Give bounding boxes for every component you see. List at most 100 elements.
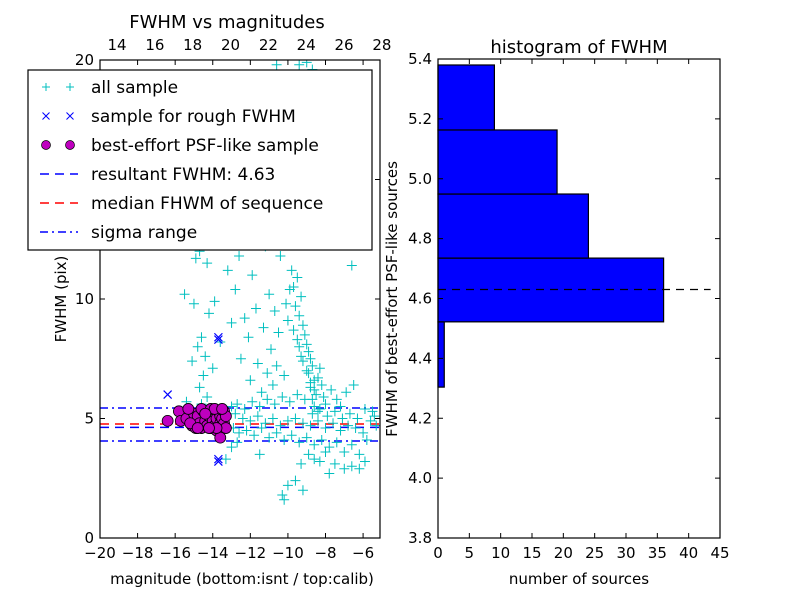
y-tick-label: 5.4 — [408, 50, 432, 68]
all-sample-point — [341, 387, 352, 398]
all-sample-point — [314, 456, 325, 467]
x-tick-label: −20 — [84, 544, 116, 562]
y-tick-label: 4.2 — [408, 409, 432, 427]
all-sample-point — [222, 265, 233, 276]
all-sample-point — [250, 303, 261, 314]
all-sample-point — [343, 420, 354, 431]
all-sample-point — [232, 437, 243, 448]
all-sample-point — [254, 449, 265, 460]
legend-entry: all sample — [42, 78, 178, 98]
all-sample-point — [290, 301, 301, 312]
all-sample-point — [294, 60, 305, 70]
all-sample-point — [252, 411, 263, 422]
scatter-y-ticks: 0 5 10 20 — [75, 51, 380, 547]
x-tick-label: −16 — [159, 544, 191, 562]
all-sample-point — [322, 411, 333, 422]
all-sample-point — [256, 387, 267, 398]
all-sample-point — [266, 344, 277, 355]
legend-entry: sigma range — [40, 223, 197, 243]
all-sample-point — [279, 435, 290, 446]
all-sample-point — [352, 413, 363, 424]
x-tick-label: 30 — [616, 544, 635, 562]
legend-entry: sample for rough FWHM — [42, 107, 296, 127]
legend-label: sample for rough FWHM — [91, 107, 296, 127]
all-sample-point — [220, 454, 231, 465]
all-sample-point — [337, 413, 348, 424]
all-sample-point — [277, 391, 288, 402]
scatter-top-x-ticks: 14 16 18 20 22 24 26 28 — [107, 36, 391, 54]
y-tick-label: 4.8 — [408, 230, 432, 248]
all-sample-point — [314, 403, 325, 414]
histogram-y-label: FWHM of best-effort PSF-like sources — [383, 161, 401, 437]
all-sample-point — [226, 401, 237, 412]
all-sample-point — [309, 384, 320, 395]
all-sample-point — [292, 272, 303, 283]
all-sample-point — [226, 442, 237, 453]
top-x-tick-label: 24 — [297, 36, 316, 54]
all-sample-point — [258, 322, 269, 333]
all-sample-point — [339, 446, 350, 457]
scatter-title: FWHM vs magnitudes — [129, 12, 324, 33]
all-sample-point — [303, 346, 314, 357]
x-tick-label: 10 — [491, 544, 510, 562]
psf-like-point — [199, 407, 212, 420]
y-tick-label: 10 — [75, 290, 94, 308]
top-x-tick-label: 26 — [335, 36, 354, 54]
all-sample-point — [307, 408, 318, 419]
y-tick-label: 4.6 — [408, 290, 432, 308]
all-sample-point — [354, 449, 365, 460]
all-sample-point — [179, 289, 190, 300]
top-x-tick-label: 18 — [183, 36, 202, 54]
histogram-bar — [437, 193, 589, 259]
top-x-tick-label: 14 — [107, 36, 126, 54]
all-sample-point — [324, 468, 335, 479]
legend-plus-icon — [66, 83, 74, 91]
all-sample-point — [282, 415, 293, 426]
rough-fwhm-point — [213, 457, 223, 466]
all-sample-point — [207, 363, 218, 374]
x-tick-label: 15 — [522, 544, 541, 562]
series-sample-for-rough-fwhm — [163, 332, 223, 466]
psf-like-point — [216, 403, 229, 415]
all-sample-point — [314, 363, 325, 374]
scatter-x-ticks: −20 −18 −16 −14 −12 −10 −8 −6 — [84, 60, 374, 562]
legend-label: all sample — [91, 78, 178, 98]
all-sample-point — [296, 351, 307, 362]
all-sample-point — [299, 329, 310, 340]
all-sample-point — [354, 463, 365, 474]
all-sample-point — [316, 380, 327, 391]
all-sample-point — [243, 332, 254, 343]
histogram-x-ticks: 0 5 10 15 20 25 30 35 40 45 — [433, 59, 730, 562]
all-sample-point — [358, 427, 369, 438]
histogram-title: histogram of FWHM — [490, 37, 667, 58]
all-sample-point — [307, 360, 318, 371]
x-tick-label: −12 — [235, 544, 267, 562]
x-tick-label: 0 — [433, 544, 443, 562]
all-sample-point — [237, 413, 248, 424]
legend-label: median FHWM of sequence — [91, 194, 323, 214]
all-sample-point — [346, 260, 357, 271]
psf-like-point — [203, 422, 215, 434]
all-sample-point — [320, 399, 331, 410]
histogram-y-ticks: 3.8 4.0 4.2 4.4 4.6 4.8 5.0 5.2 5.4 — [408, 50, 720, 547]
all-sample-point — [301, 432, 312, 443]
y-tick-label: 0 — [84, 529, 94, 547]
all-sample-point — [294, 437, 305, 448]
scatter-plot-area — [100, 60, 380, 505]
all-sample-point — [346, 461, 357, 472]
all-sample-point — [209, 296, 220, 307]
all-sample-point — [312, 372, 323, 383]
all-sample-point — [320, 446, 331, 457]
all-sample-point — [312, 415, 323, 426]
all-sample-point — [245, 415, 256, 426]
all-sample-point — [339, 463, 350, 474]
all-sample-point — [200, 351, 211, 362]
all-sample-point — [188, 298, 199, 309]
all-sample-point — [202, 391, 213, 402]
all-sample-point — [369, 411, 380, 422]
series-best-effort-psf-like-sample — [161, 403, 232, 444]
top-x-tick-label: 22 — [259, 36, 278, 54]
all-sample-point — [329, 458, 340, 469]
all-sample-point — [194, 382, 205, 393]
all-sample-point — [320, 423, 331, 434]
